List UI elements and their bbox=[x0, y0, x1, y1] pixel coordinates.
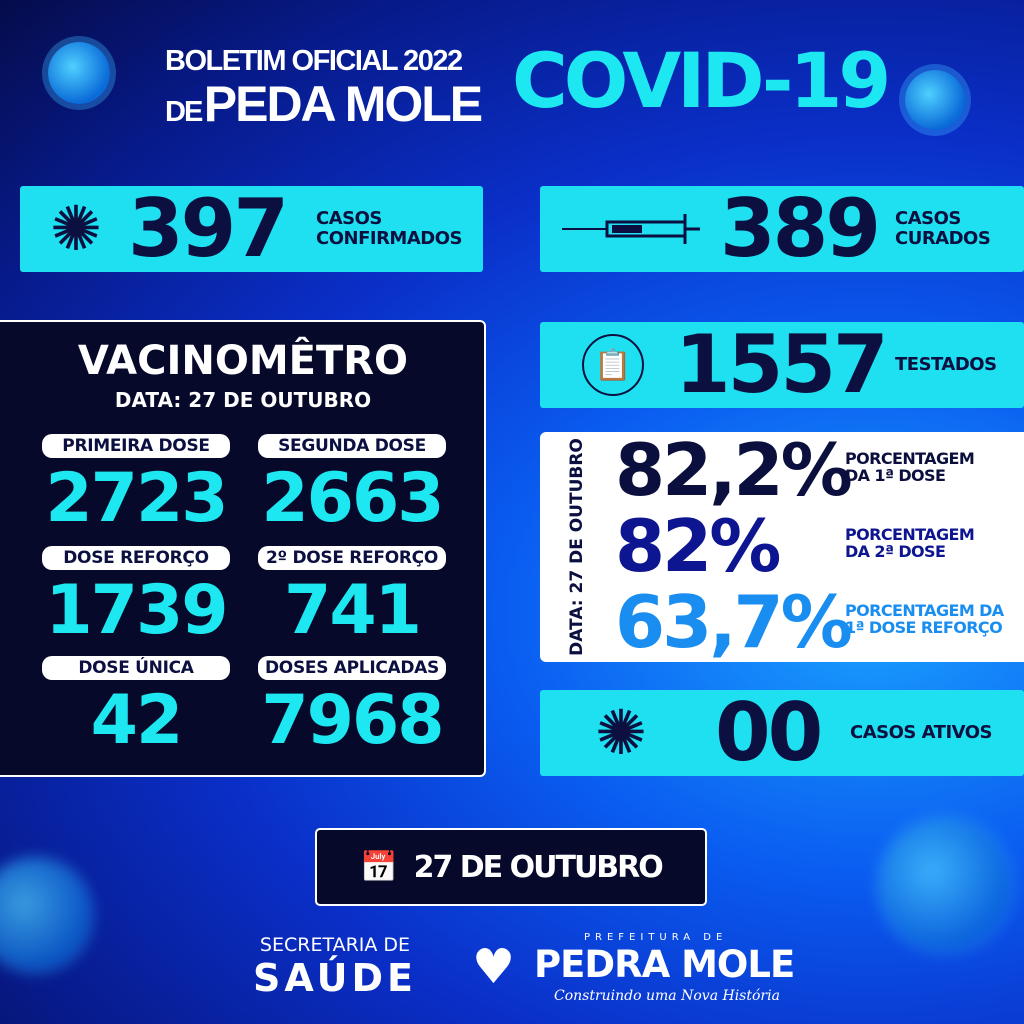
virus-decoration-icon bbox=[0, 860, 90, 970]
calendar-icon: 📅 bbox=[360, 849, 398, 885]
percent-value: 82,2% bbox=[615, 428, 853, 512]
dose-value: 2723 bbox=[45, 459, 228, 538]
percent-label-2: DA 2ª DOSE bbox=[845, 542, 946, 561]
percent-value: 63,7% bbox=[615, 580, 853, 664]
dose-value: 741 bbox=[284, 571, 422, 650]
active-label: CASOS ATIVOS bbox=[850, 722, 993, 743]
active-cases-card: ✺ 00 CASOS ATIVOS bbox=[540, 690, 1024, 776]
page-title: COVID-19 bbox=[512, 36, 891, 125]
percent-label: PORCENTAGEM DA 1ª DOSE bbox=[845, 449, 975, 485]
tested-value: 1557 bbox=[675, 318, 889, 411]
header-city: PEDA MOLE bbox=[203, 76, 483, 132]
cured-cases-card: 389 CASOS CURADOS bbox=[540, 186, 1024, 272]
slogan: Construindo uma Nova História bbox=[554, 988, 780, 1004]
virus-decoration-icon bbox=[905, 70, 965, 130]
percent-label: PORCENTAGEM DA 2ª DOSE bbox=[845, 525, 975, 561]
clipboard-icon: 📋 bbox=[582, 334, 644, 396]
syringe-icon bbox=[562, 214, 700, 244]
virus-icon: ✺ bbox=[595, 696, 647, 769]
date-label: 27 DE OUTUBRO bbox=[413, 849, 664, 885]
dose-value: 2663 bbox=[261, 459, 444, 538]
header-line2: DE PEDA MOLE bbox=[165, 76, 483, 132]
cured-label: CASOS CURADOS bbox=[895, 208, 991, 249]
vacinometro-panel: VACINOMÊTRO DATA: 27 DE OUTUBRO PRIMEIRA… bbox=[0, 320, 486, 777]
tested-label: TESTADOS bbox=[895, 354, 997, 375]
confirmed-label-2: CONFIRMADOS bbox=[316, 228, 462, 249]
secretaria-line1: SECRETARIA DE bbox=[259, 934, 411, 956]
cured-value: 389 bbox=[720, 182, 881, 275]
city-name: PEDRA MOLE bbox=[534, 943, 795, 986]
dose-label: SEGUNDA DOSE bbox=[258, 434, 446, 458]
heart-people-icon: ♥ bbox=[472, 939, 516, 995]
percent-value: 82% bbox=[615, 504, 781, 588]
dose-label: PRIMEIRA DOSE bbox=[42, 434, 230, 458]
prefeitura-logo: ♥ PREFEITURA DE PEDRA MOLE Construindo u… bbox=[472, 932, 795, 1006]
active-value: 00 bbox=[715, 686, 823, 779]
dose-label: DOSE REFORÇO bbox=[42, 546, 230, 570]
secretaria-line2: SAÚDE bbox=[253, 956, 417, 1000]
dose-value: 7968 bbox=[261, 681, 444, 760]
virus-decoration-icon bbox=[880, 820, 1010, 950]
dose-value: 42 bbox=[90, 681, 184, 760]
dose-value: 1739 bbox=[45, 571, 228, 650]
header-prefix: DE bbox=[165, 96, 203, 128]
secretaria-logo: SECRETARIA DE SAÚDE bbox=[245, 933, 425, 999]
confirmed-cases-card: ✺ 397 CASOS CONFIRMADOS bbox=[20, 186, 483, 272]
header-line1: BOLETIM OFICIAL 2022 bbox=[165, 45, 463, 77]
date-button: 📅 27 DE OUTUBRO bbox=[315, 828, 707, 906]
percentages-panel: DATA: 27 DE OUTUBRO 82,2% PORCENTAGEM DA … bbox=[540, 432, 1024, 662]
dose-label: 2º DOSE REFORÇO bbox=[258, 546, 446, 570]
vacinometro-date: DATA: 27 DE OUTUBRO bbox=[114, 388, 372, 412]
dose-label: DOSES APLICADAS bbox=[258, 656, 446, 680]
percent-label-1: PORCENTAGEM bbox=[845, 449, 975, 468]
percent-label-1: PORCENTAGEM DA bbox=[845, 601, 1004, 620]
confirmed-label-1: CASOS bbox=[316, 208, 382, 229]
confirmed-value: 397 bbox=[128, 182, 289, 275]
percent-label-1: PORCENTAGEM bbox=[845, 525, 975, 544]
percent-label-2: 1ª DOSE REFORÇO bbox=[845, 618, 1003, 637]
percentages-date: DATA: 27 DE OUTUBRO bbox=[567, 438, 587, 656]
confirmed-label: CASOS CONFIRMADOS bbox=[316, 209, 462, 249]
dose-label: DOSE ÚNICA bbox=[42, 656, 230, 680]
vacinometro-title: VACINOMÊTRO bbox=[77, 338, 409, 384]
percent-label-2: DA 1ª DOSE bbox=[845, 466, 946, 485]
cured-label-1: CASOS bbox=[895, 208, 961, 229]
virus-decoration-icon bbox=[48, 42, 110, 104]
prefeitura-label: PREFEITURA DE bbox=[584, 932, 728, 943]
percent-label: PORCENTAGEM DA 1ª DOSE REFORÇO bbox=[845, 602, 1004, 636]
virus-icon: ✺ bbox=[50, 192, 102, 265]
cured-label-2: CURADOS bbox=[895, 228, 991, 249]
tested-card: 📋 1557 TESTADOS bbox=[540, 322, 1024, 408]
